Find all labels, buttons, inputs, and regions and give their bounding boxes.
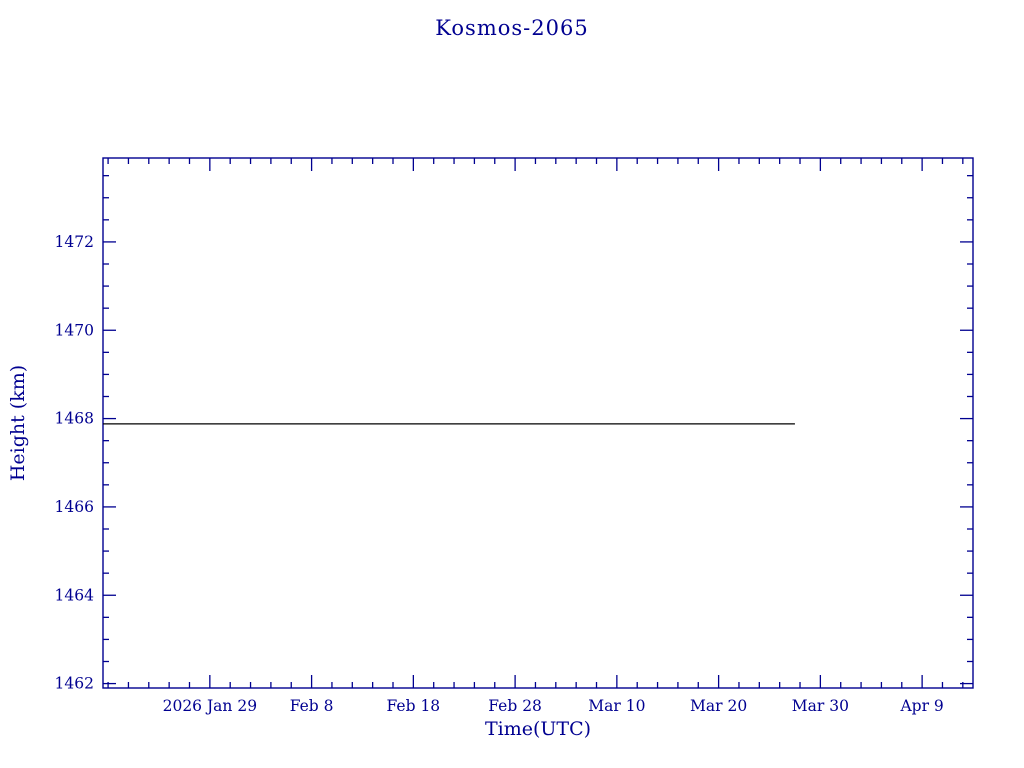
x-tick-label: Feb 8 (290, 697, 334, 715)
y-tick-label: 1462 (55, 675, 94, 693)
x-tick-label: Mar 30 (792, 697, 849, 715)
x-tick-label: Apr 9 (899, 697, 943, 715)
plot-border (102, 157, 974, 689)
x-axis-label: Time(UTC) (484, 718, 592, 740)
x-tick-label: Feb 18 (387, 697, 441, 715)
chart-title: Kosmos-2065 (435, 16, 589, 40)
x-tick-label: Feb 28 (488, 697, 542, 715)
y-tick-label: 1470 (55, 321, 94, 339)
y-tick-label: 1466 (55, 498, 94, 516)
x-tick-label: 2026 Jan 29 (163, 697, 257, 715)
y-tick-label: 1464 (55, 586, 95, 604)
x-tick-label: Mar 20 (690, 697, 747, 715)
y-tick-label: 1468 (55, 410, 94, 428)
y-tick-label: 1472 (55, 233, 94, 251)
x-tick-label: Mar 10 (588, 697, 645, 715)
